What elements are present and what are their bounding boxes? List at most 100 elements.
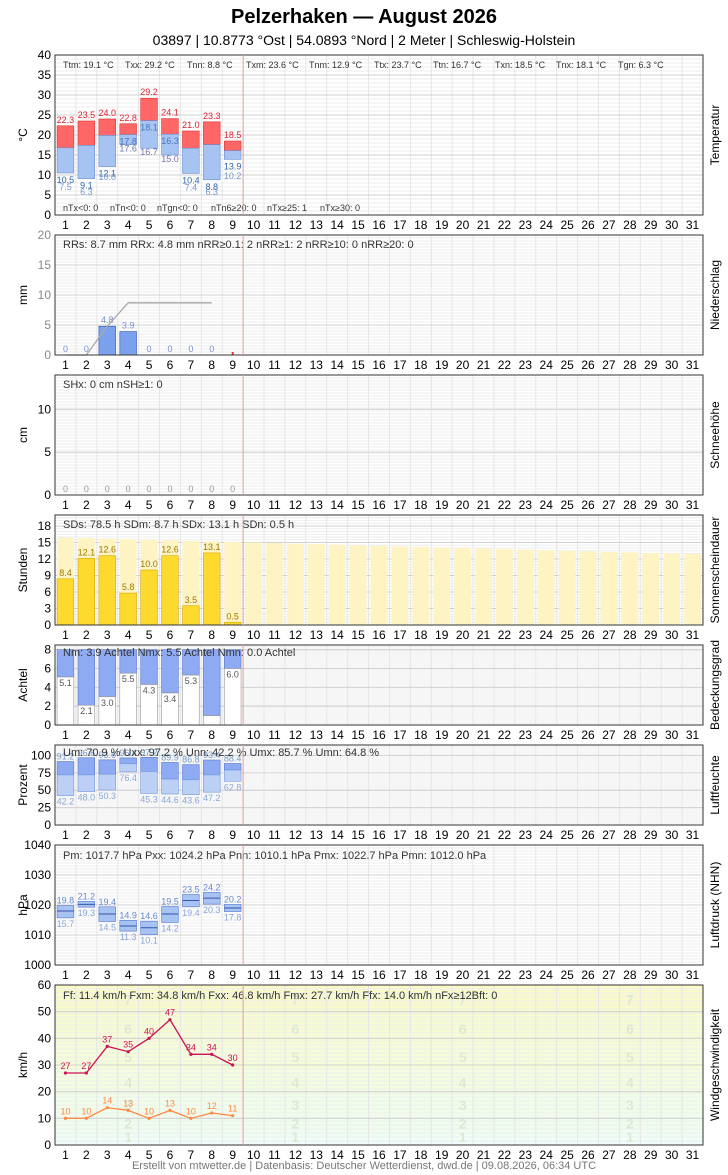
wind-mean-point (63, 1116, 68, 1120)
x-tick-label: 21 (477, 828, 491, 842)
sun-bar (203, 552, 221, 626)
x-tick-label: 2 (83, 498, 90, 512)
x-tick-label: 15 (351, 1148, 365, 1162)
x-tick-label: 31 (686, 828, 700, 842)
x-tick-label: 1 (62, 358, 69, 372)
x-tick-label: 14 (331, 498, 345, 512)
x-tick-label: 7 (188, 968, 195, 982)
x-tick-label: 12 (289, 828, 303, 842)
x-tick-label: 15 (351, 218, 365, 232)
y-axis-label: Prozent (16, 764, 30, 806)
x-tick-label: 11 (268, 968, 281, 982)
tmax-bar (224, 140, 242, 151)
wind-mean-point (189, 1116, 193, 1120)
y-tick-label: 4 (44, 680, 51, 694)
beaufort-number: 7 (291, 992, 299, 1008)
y-tick-label: 15 (38, 148, 52, 162)
sun-possible-bar (621, 552, 639, 625)
y-tick-label: 100 (31, 748, 51, 762)
x-tick-label: 31 (686, 728, 700, 742)
beaufort-number: 3 (459, 1097, 467, 1113)
tmin-bar (119, 134, 137, 145)
x-tick-label: 8 (208, 968, 215, 982)
x-tick-label: 5 (146, 498, 153, 512)
x-tick-label: 24 (540, 218, 554, 232)
wind-gust-point (168, 1018, 172, 1022)
pressure-min-label: 14.5 (98, 923, 116, 933)
pressure-max-label: 24.2 (203, 882, 221, 892)
x-tick-label: 28 (623, 628, 637, 642)
x-tick-label: 13 (310, 628, 324, 642)
humidity-max-label: 86.8 (182, 755, 200, 765)
x-tick-label: 5 (146, 358, 153, 372)
x-tick-label: 22 (498, 968, 512, 982)
humidity-stats: Um: 70.9 % Uxx: 97.2 % Unn: 42.2 % Umx: … (63, 747, 379, 759)
x-tick-label: 9 (229, 628, 236, 642)
x-tick-label: 20 (456, 628, 470, 642)
x-tick-label: 2 (83, 828, 90, 842)
tmin-label: 10.4 (182, 175, 200, 185)
x-tick-label: 1 (62, 628, 69, 642)
x-tick-label: 3 (104, 968, 111, 982)
wind-gust-point (147, 1036, 151, 1040)
x-tick-label: 27 (602, 968, 616, 982)
x-tick-label: 9 (229, 358, 236, 372)
sun-bar (98, 555, 116, 626)
x-tick-label: 30 (665, 498, 679, 512)
snow-stats: SHx: 0 cm nSH≥1: 0 (63, 379, 163, 391)
panel-side-label: Bedeckungsgrad (708, 640, 722, 730)
x-tick-label: 28 (623, 218, 637, 232)
x-tick-label: 4 (125, 828, 132, 842)
x-tick-label: 1 (62, 728, 69, 742)
sun-stats: SDs: 78.5 h SDm: 8.7 h SDx: 13.1 h SDn: … (63, 519, 294, 531)
sun-possible-bar (349, 545, 367, 625)
x-tick-label: 4 (125, 728, 132, 742)
x-tick-label: 25 (560, 358, 574, 372)
tmin-label: 9.1 (80, 181, 93, 191)
humidity-lower-bar (203, 774, 221, 793)
x-tick-label: 7 (188, 218, 195, 232)
beaufort-number: 7 (124, 992, 132, 1008)
x-tick-label: 22 (498, 1148, 512, 1162)
x-tick-label: 21 (477, 968, 491, 982)
y-tick-label: 1020 (24, 898, 51, 912)
x-tick-label: 1 (62, 1148, 69, 1162)
x-tick-label: 26 (581, 628, 595, 642)
x-tick-label: 8 (208, 218, 215, 232)
x-tick-label: 20 (456, 1148, 470, 1162)
x-tick-label: 16 (372, 218, 386, 232)
humidity-min-label: 76.4 (119, 773, 137, 783)
x-tick-label: 31 (686, 218, 700, 232)
sun-possible-bar (328, 544, 346, 625)
tmax-label: 22.3 (57, 115, 75, 125)
tmin-bar (77, 145, 96, 179)
beaufort-band (55, 1070, 703, 1095)
y-tick-label: 40 (38, 1031, 52, 1045)
x-tick-label: 21 (477, 1148, 491, 1162)
x-tick-label: 17 (393, 1148, 407, 1162)
sun-bar (161, 555, 179, 626)
x-tick-label: 20 (456, 828, 470, 842)
tmax-bar (203, 121, 221, 145)
y-tick-label: 2 (44, 699, 51, 713)
temp-count-stat: nTx<0: 0 (63, 203, 98, 213)
tmax-bar (98, 118, 116, 136)
wind-mean-label: 10 (81, 1106, 91, 1116)
y-tick-label: 50 (38, 783, 52, 797)
y-tick-label: 0 (44, 818, 51, 832)
y-tick-label: 6 (44, 662, 51, 676)
x-tick-label: 14 (331, 358, 345, 372)
x-tick-label: 17 (393, 828, 407, 842)
wind-mean-point (210, 1111, 214, 1115)
humidity-lower-bar (161, 778, 179, 795)
wind-stats: Ff: 11.4 km/h Fxm: 34.8 km/h Fxx: 46.8 k… (63, 990, 497, 1002)
x-tick-label: 18 (414, 828, 428, 842)
x-tick-label: 3 (104, 498, 111, 512)
sun-bar (140, 569, 158, 626)
humidity-upper-bar (77, 757, 96, 776)
x-tick-label: 23 (519, 498, 533, 512)
x-tick-label: 9 (229, 1148, 236, 1162)
wind-gust-label: 34 (207, 1042, 217, 1052)
